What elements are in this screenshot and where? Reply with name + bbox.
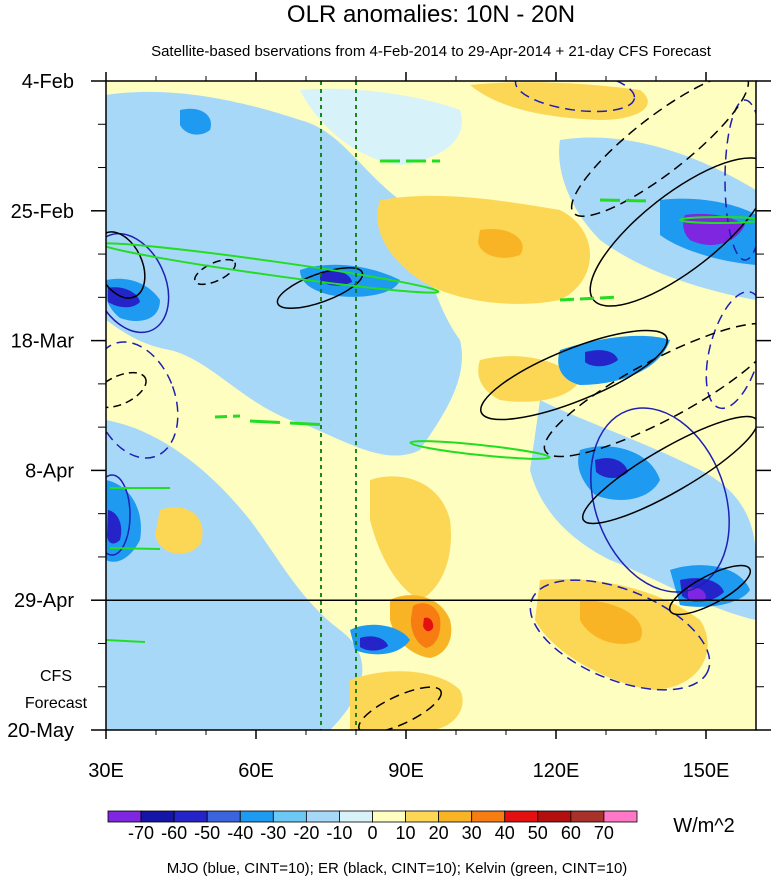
y-tick-label: 18-Mar xyxy=(11,331,75,353)
er-contour xyxy=(543,322,756,458)
forecast-label-line2: Forecast xyxy=(25,695,88,712)
y-tick-label: 4-Feb xyxy=(22,71,74,93)
mjo-contour xyxy=(590,407,730,593)
y-tick-label: 20-May xyxy=(7,720,74,742)
er-contour xyxy=(570,81,750,217)
forecast-label-line1: CFS xyxy=(40,668,72,685)
contour-overlays xyxy=(106,81,756,730)
anomaly-field xyxy=(106,82,756,730)
er-contour xyxy=(480,329,668,421)
colorbar-swatch xyxy=(107,810,142,823)
colorbar-label: -30 xyxy=(260,823,286,843)
colorbar-swatch xyxy=(140,810,175,823)
colorbar-label: 30 xyxy=(462,823,482,843)
y-tick-label: 8-Apr xyxy=(25,460,74,482)
chart-subtitle: Satellite-based bservations from 4-Feb-2… xyxy=(151,43,712,60)
anomaly-region xyxy=(580,600,642,644)
colorbar-swatch xyxy=(438,810,473,823)
colorbar-swatch xyxy=(405,810,440,823)
colorbar-label: 60 xyxy=(561,823,581,843)
y-axis: 4-Feb 25-Feb 18-Mar 8-Apr 29-Apr 20-May xyxy=(7,71,771,742)
kelvin-contour xyxy=(599,198,651,203)
anomaly-region xyxy=(585,350,618,367)
kelvin-contour xyxy=(559,295,621,302)
colorbar-label: 70 xyxy=(594,823,614,843)
colorbar-label: -40 xyxy=(227,823,253,843)
colorbar-label: -50 xyxy=(194,823,220,843)
colorbar-label: 20 xyxy=(429,823,449,843)
anomaly-region xyxy=(350,671,463,730)
kelvin-contour xyxy=(106,242,440,294)
colorbar-swatch xyxy=(471,810,506,823)
anomaly-region xyxy=(688,587,706,603)
colorbar-swatch xyxy=(206,810,241,823)
y-tick-label: 25-Feb xyxy=(11,201,74,223)
x-tick-label: 90E xyxy=(388,760,424,782)
x-tick-label: 120E xyxy=(533,760,580,782)
anomaly-region xyxy=(106,420,363,730)
er-contour xyxy=(668,564,752,616)
colorbar-swatch xyxy=(173,810,208,823)
mjo-contour xyxy=(106,232,170,334)
kelvin-contour xyxy=(409,440,551,460)
x-axis: 30E 60E 90E 120E 150E xyxy=(88,72,729,782)
colorbar-swatch xyxy=(239,810,274,823)
anomaly-region xyxy=(180,108,211,135)
anomaly-region xyxy=(107,510,122,544)
kelvin-contour xyxy=(106,639,146,643)
colorbar-label: -60 xyxy=(161,823,187,843)
mjo-contour xyxy=(106,474,131,556)
x-tick-label: 150E xyxy=(683,760,730,782)
mjo-contour xyxy=(705,290,756,410)
colorbar-label: 50 xyxy=(528,823,548,843)
colorbar: -70 -60 -50 -40 -30 -20 -10 0 10 20 30 40 50 60 70 xyxy=(107,810,638,843)
colorbar-label: -20 xyxy=(293,823,319,843)
colorbar-swatch xyxy=(603,810,638,823)
er-contour xyxy=(106,231,146,299)
er-contour xyxy=(358,686,442,730)
colorbar-swatch xyxy=(305,810,340,823)
y-tick-label: 29-Apr xyxy=(14,590,74,612)
kelvin-contour xyxy=(109,547,161,550)
plot-frame xyxy=(105,80,757,731)
anomaly-region xyxy=(360,636,388,651)
colorbar-swatch xyxy=(372,810,406,823)
x-tick-label: 60E xyxy=(238,760,274,782)
kelvin-contour xyxy=(249,419,331,427)
colorbar-swatch xyxy=(537,810,572,823)
colorbar-swatch xyxy=(272,810,307,823)
mjo-contour xyxy=(106,341,179,459)
er-contour xyxy=(276,267,364,309)
x-tick-label: 30E xyxy=(88,760,124,782)
colorbar-label: -70 xyxy=(128,823,154,843)
anomaly-region xyxy=(370,476,451,600)
colorbar-label: 40 xyxy=(495,823,515,843)
colorbar-units: W/m^2 xyxy=(673,815,735,837)
colorbar-swatch xyxy=(570,810,605,823)
colorbar-label: -10 xyxy=(326,823,352,843)
anomaly-region xyxy=(478,229,523,258)
contour-legend: MJO (blue, CINT=10); ER (black, CINT=10)… xyxy=(167,860,628,877)
colorbar-swatch xyxy=(339,810,373,823)
colorbar-swatch xyxy=(504,810,539,823)
mjo-contour xyxy=(529,579,711,691)
er-contour xyxy=(106,371,147,409)
chart-title: OLR anomalies: 10N - 20N xyxy=(287,1,575,28)
anomaly-region xyxy=(478,356,580,402)
anomaly-region xyxy=(595,458,628,478)
colorbar-label: 10 xyxy=(396,823,416,843)
kelvin-contour xyxy=(679,216,756,224)
er-contour xyxy=(193,258,237,286)
mjo-contour xyxy=(724,99,756,261)
anomaly-region xyxy=(106,91,462,456)
er-contour xyxy=(581,415,756,525)
anomaly-region xyxy=(155,507,203,554)
kelvin-contour xyxy=(214,414,241,419)
colorbar-label: 0 xyxy=(367,823,377,843)
anomaly-region xyxy=(300,88,462,165)
anomaly-region xyxy=(423,617,434,632)
